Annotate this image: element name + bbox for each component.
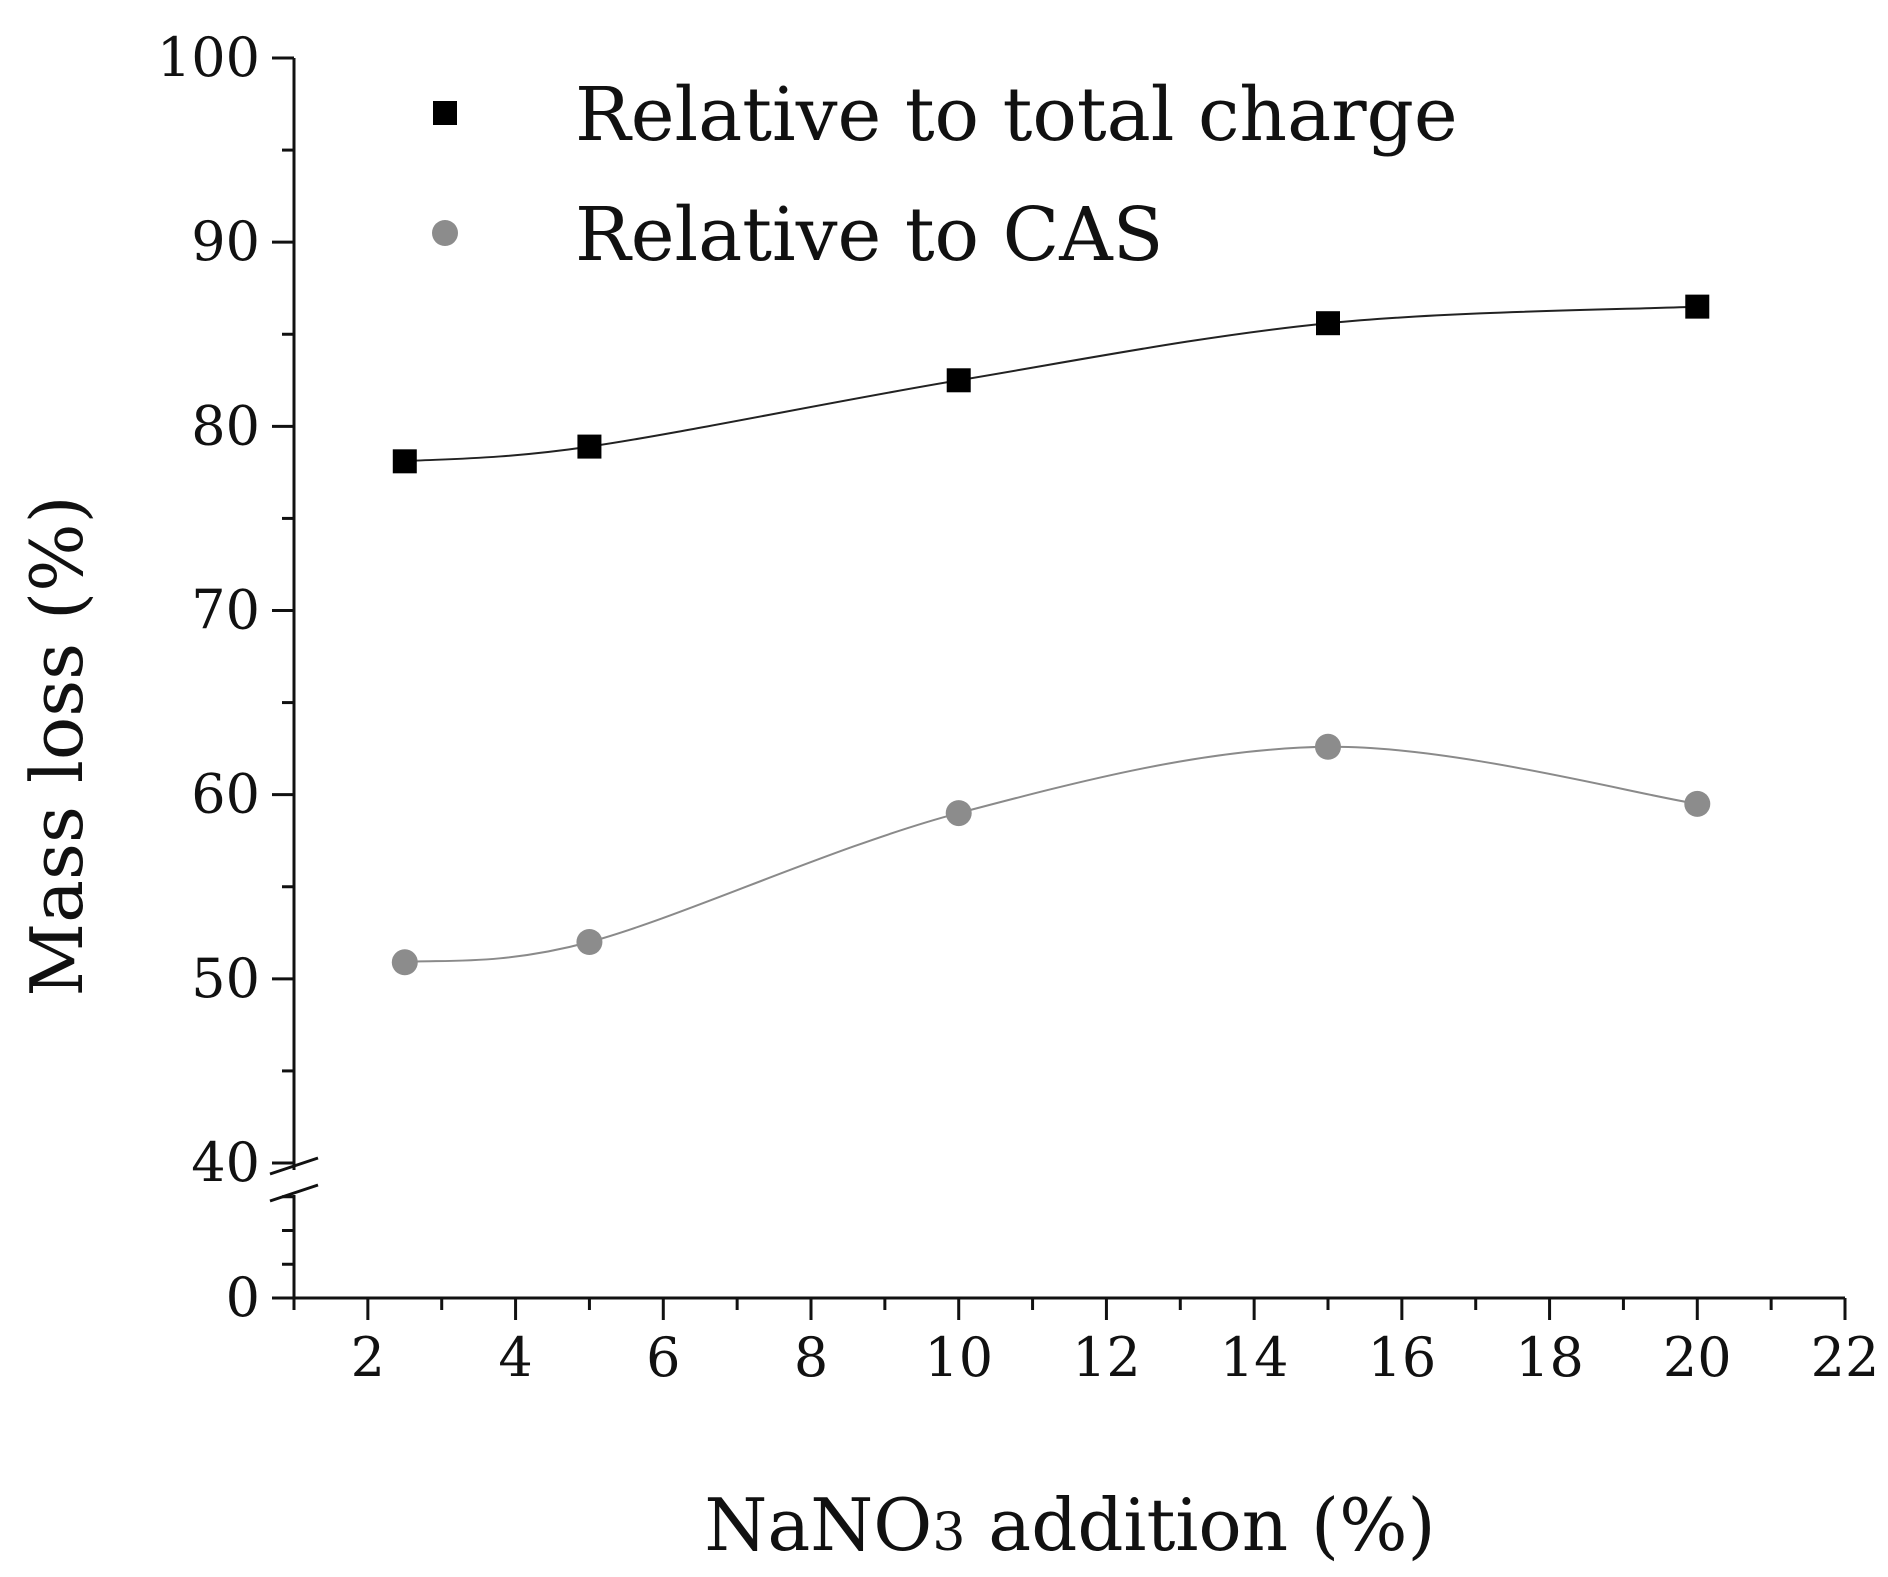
- y-tick-label: 60: [191, 763, 260, 826]
- legend-label: Relative to total charge: [575, 72, 1458, 158]
- x-axis-title-main: NaNO: [704, 1483, 932, 1567]
- y-tick-label: 70: [191, 579, 260, 642]
- data-point-circle: [1684, 790, 1711, 817]
- x-tick-label: 6: [646, 1326, 680, 1389]
- data-point-circle: [1315, 733, 1341, 760]
- data-point-circle: [576, 929, 603, 955]
- fit-curve-total-charge: [404, 305, 1698, 463]
- x-tick-label: 8: [794, 1326, 828, 1389]
- legend-square-icon: [433, 101, 457, 125]
- y-tick-label: 90: [191, 210, 260, 273]
- x-axis-title-subscript: 3: [932, 1503, 965, 1563]
- data-point-square: [1316, 311, 1340, 336]
- fit-curve-cas: [404, 745, 1698, 964]
- y-axis-title: Mass loss (%): [15, 495, 99, 996]
- data-markers: [391, 294, 1711, 976]
- data-point-circle: [391, 949, 418, 976]
- y-tick-label: 100: [157, 26, 260, 89]
- axes: 0 40 50 60 70 80 90 100 2 4 6 8 10 12 14 16 18 20 22: [157, 26, 1879, 1389]
- y-tick-label: 0: [226, 1266, 260, 1329]
- y-axis-break-mark: [269, 1183, 319, 1203]
- data-point-circle: [945, 800, 972, 827]
- data-point-square: [577, 434, 602, 459]
- x-tick-label: 14: [1220, 1326, 1289, 1389]
- y-tick-label: 50: [191, 947, 260, 1010]
- x-tick-label: 16: [1367, 1326, 1436, 1389]
- x-axis-title-rest: addition (%): [965, 1483, 1435, 1567]
- legend-label: Relative to CAS: [575, 192, 1163, 278]
- data-point-square: [1685, 294, 1710, 319]
- x-tick-label: 18: [1515, 1326, 1584, 1389]
- y-tick-label: 40: [191, 1131, 260, 1194]
- x-tick-label: 4: [498, 1326, 532, 1389]
- legend-circle-icon: [432, 220, 458, 246]
- x-tick-label: 2: [351, 1326, 385, 1389]
- x-tick-label: 12: [1072, 1326, 1141, 1389]
- data-point-square: [946, 368, 971, 393]
- x-tick-label: 10: [924, 1326, 993, 1389]
- y-tick-label: 80: [191, 394, 260, 457]
- x-axis-title: NaNO3 addition (%): [704, 1483, 1435, 1567]
- data-point-square: [392, 449, 417, 474]
- fit-curves: [404, 305, 1698, 964]
- legend: Relative to total charge Relative to CAS: [432, 72, 1458, 278]
- x-tick-label: 20: [1663, 1326, 1732, 1389]
- x-tick-label: 22: [1811, 1326, 1880, 1389]
- y-axis-break-mark: [269, 1156, 319, 1176]
